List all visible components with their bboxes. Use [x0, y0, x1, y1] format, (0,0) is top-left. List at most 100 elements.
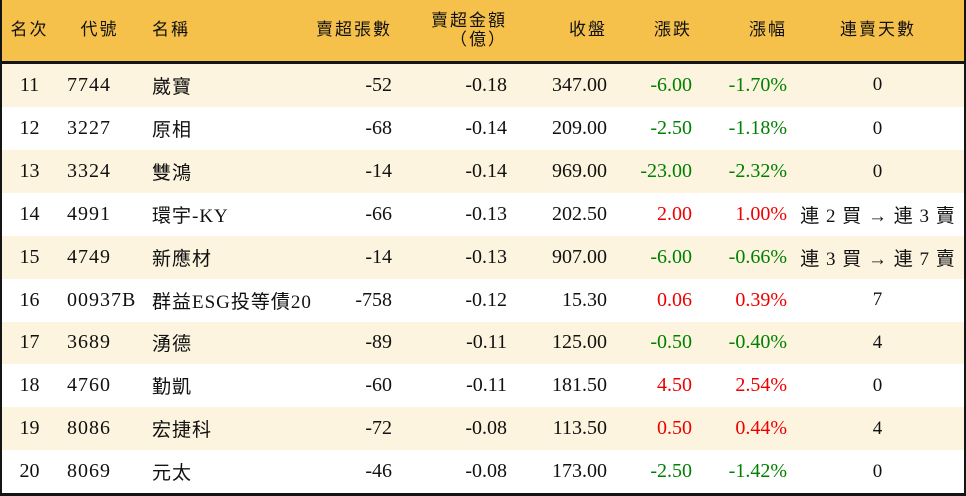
table-header: 名次 代號 名稱 賣超張數 賣超金額 （億） 收盤 漲跌 漲幅 連賣天數: [2, 0, 964, 62]
cell-change: -23.00: [640, 160, 692, 183]
cell-streak: 連 2 買 → 連 3 賣: [800, 205, 956, 227]
cell-code: 00937B: [67, 288, 137, 311]
table-row: 13 3324 雙鴻 -14 -0.14 969.00 -23.00 -2.32% 0: [2, 150, 964, 193]
cell-name: 崴寶: [152, 76, 193, 98]
cell-name: 雙鴻: [152, 163, 193, 185]
cell-sell-amount: -0.13: [465, 202, 507, 225]
cell-name: 新應材: [152, 248, 213, 270]
cell-code: 3324: [67, 160, 111, 183]
cell-change: 0.06: [657, 288, 692, 311]
cell-change: -0.50: [650, 331, 692, 354]
cell-change: 4.50: [657, 374, 692, 397]
table-row: 15 4749 新應材 -14 -0.13 907.00 -6.00 -0.66% 連 3 買 …: [2, 235, 964, 279]
cell-change-pct: -1.18%: [728, 117, 787, 140]
cell-code: 7744: [67, 73, 111, 96]
cell-rank: 13: [19, 160, 40, 183]
table-header-row: 名次 代號 名稱 賣超張數 賣超金額 （億） 收盤 漲跌 漲幅 連賣天數: [2, 0, 964, 62]
cell-sell-volume: -68: [365, 117, 392, 140]
cell-sell-volume: -89: [365, 331, 392, 354]
cell-sell-volume: -46: [365, 460, 392, 483]
cell-streak: 0: [872, 160, 884, 182]
cell-close: 181.50: [552, 374, 607, 397]
cell-close: 969.00: [552, 160, 607, 183]
column-header-name: 名稱: [142, 0, 312, 62]
cell-code: 4760: [67, 374, 111, 397]
cell-rank: 17: [19, 331, 40, 354]
cell-close: 113.50: [552, 417, 607, 440]
cell-change-pct: 0.44%: [735, 417, 787, 440]
cell-code: 3689: [67, 331, 111, 354]
cell-name: 原相: [152, 120, 193, 142]
cell-change-pct: -0.66%: [728, 245, 787, 268]
cell-change-pct: -1.42%: [728, 460, 787, 483]
cell-code: 8069: [67, 460, 111, 483]
cell-rank: 15: [19, 245, 40, 268]
cell-sell-amount: -0.18: [465, 73, 507, 96]
cell-code: 4991: [67, 202, 111, 225]
table-row: 18 4760 勤凱 -60 -0.11 181.50 4.50 2.54% 0: [2, 364, 964, 408]
cell-sell-amount: -0.12: [465, 288, 507, 311]
cell-change-pct: -0.40%: [728, 331, 787, 354]
cell-streak: 0: [872, 374, 884, 396]
cell-change-pct: -2.32%: [728, 160, 787, 183]
cell-close: 125.00: [552, 331, 607, 354]
cell-sell-volume: -60: [365, 374, 392, 397]
column-header-sell-volume: 賣超張數: [312, 0, 402, 62]
cell-change: 0.50: [657, 417, 692, 440]
cell-streak: 7: [872, 289, 884, 311]
cell-name: 宏捷科: [152, 420, 213, 442]
cell-change-pct: 2.54%: [735, 374, 787, 397]
column-header-streak: 連賣天數: [792, 0, 964, 62]
cell-name: 湧德: [152, 334, 193, 356]
column-header-rank: 名次: [2, 0, 57, 62]
column-header-code: 代號: [57, 0, 142, 62]
cell-rank: 18: [19, 374, 40, 397]
cell-sell-volume: -52: [365, 73, 392, 96]
table-body: 11 7744 崴寶 -52 -0.18 347.00 -6.00 -1.70% 0 12 3227…: [2, 62, 964, 493]
column-header-sell-amount: 賣超金額 （億）: [402, 0, 512, 62]
cell-rank: 14: [19, 202, 40, 225]
cell-sell-volume: -66: [365, 202, 392, 225]
cell-streak: 連 3 買 → 連 7 賣: [800, 248, 956, 270]
cell-change-pct: 1.00%: [735, 202, 787, 225]
cell-close: 173.00: [552, 460, 607, 483]
column-header-close: 收盤: [512, 0, 612, 62]
cell-sell-amount: -0.14: [465, 160, 507, 183]
cell-sell-amount: -0.08: [465, 417, 507, 440]
cell-sell-amount: -0.13: [465, 245, 507, 268]
cell-rank: 20: [19, 460, 40, 483]
cell-change: -6.00: [650, 245, 692, 268]
cell-sell-volume: -72: [365, 417, 392, 440]
cell-name: 勤凱: [152, 377, 193, 399]
cell-change-pct: 0.39%: [735, 288, 787, 311]
cell-name: 元太: [152, 463, 193, 485]
cell-sell-amount: -0.11: [466, 374, 507, 397]
cell-name: 群益ESG投等債20: [152, 291, 312, 313]
cell-name: 環宇-KY: [152, 205, 229, 227]
cell-sell-amount: -0.14: [465, 117, 507, 140]
column-header-sell-amount-line2: （億）: [450, 30, 507, 50]
column-header-change-pct: 漲幅: [697, 0, 792, 62]
cell-rank: 16: [19, 288, 40, 311]
table-row: 12 3227 原相 -68 -0.14 209.00 -2.50 -1.18% 0: [2, 107, 964, 151]
cell-streak: 0: [872, 460, 884, 482]
cell-close: 907.00: [552, 245, 607, 268]
column-header-sell-amount-line1: 賣超金額: [431, 10, 507, 30]
cell-rank: 12: [19, 117, 40, 140]
table-row: 19 8086 宏捷科 -72 -0.08 113.50 0.50 0.44% 4: [2, 407, 964, 451]
cell-code: 4749: [67, 245, 111, 268]
table-row: 16 00937B 群益ESG投等債20 -758 -0.12 15.30 0.06 0.39…: [2, 278, 964, 322]
cell-change: -6.00: [650, 73, 692, 96]
cell-code: 8086: [67, 417, 111, 440]
cell-change-pct: -1.70%: [728, 73, 787, 96]
table-row: 14 4991 環宇-KY -66 -0.13 202.50 2.00 1.00% 連 2 買 …: [2, 192, 964, 236]
cell-sell-amount: -0.11: [466, 331, 507, 354]
cell-rank: 19: [19, 417, 40, 440]
cell-streak: 0: [872, 74, 884, 96]
cell-streak: 4: [872, 331, 884, 353]
cell-streak: 0: [872, 117, 884, 139]
cell-close: 209.00: [552, 117, 607, 140]
column-header-change: 漲跌: [612, 0, 697, 62]
